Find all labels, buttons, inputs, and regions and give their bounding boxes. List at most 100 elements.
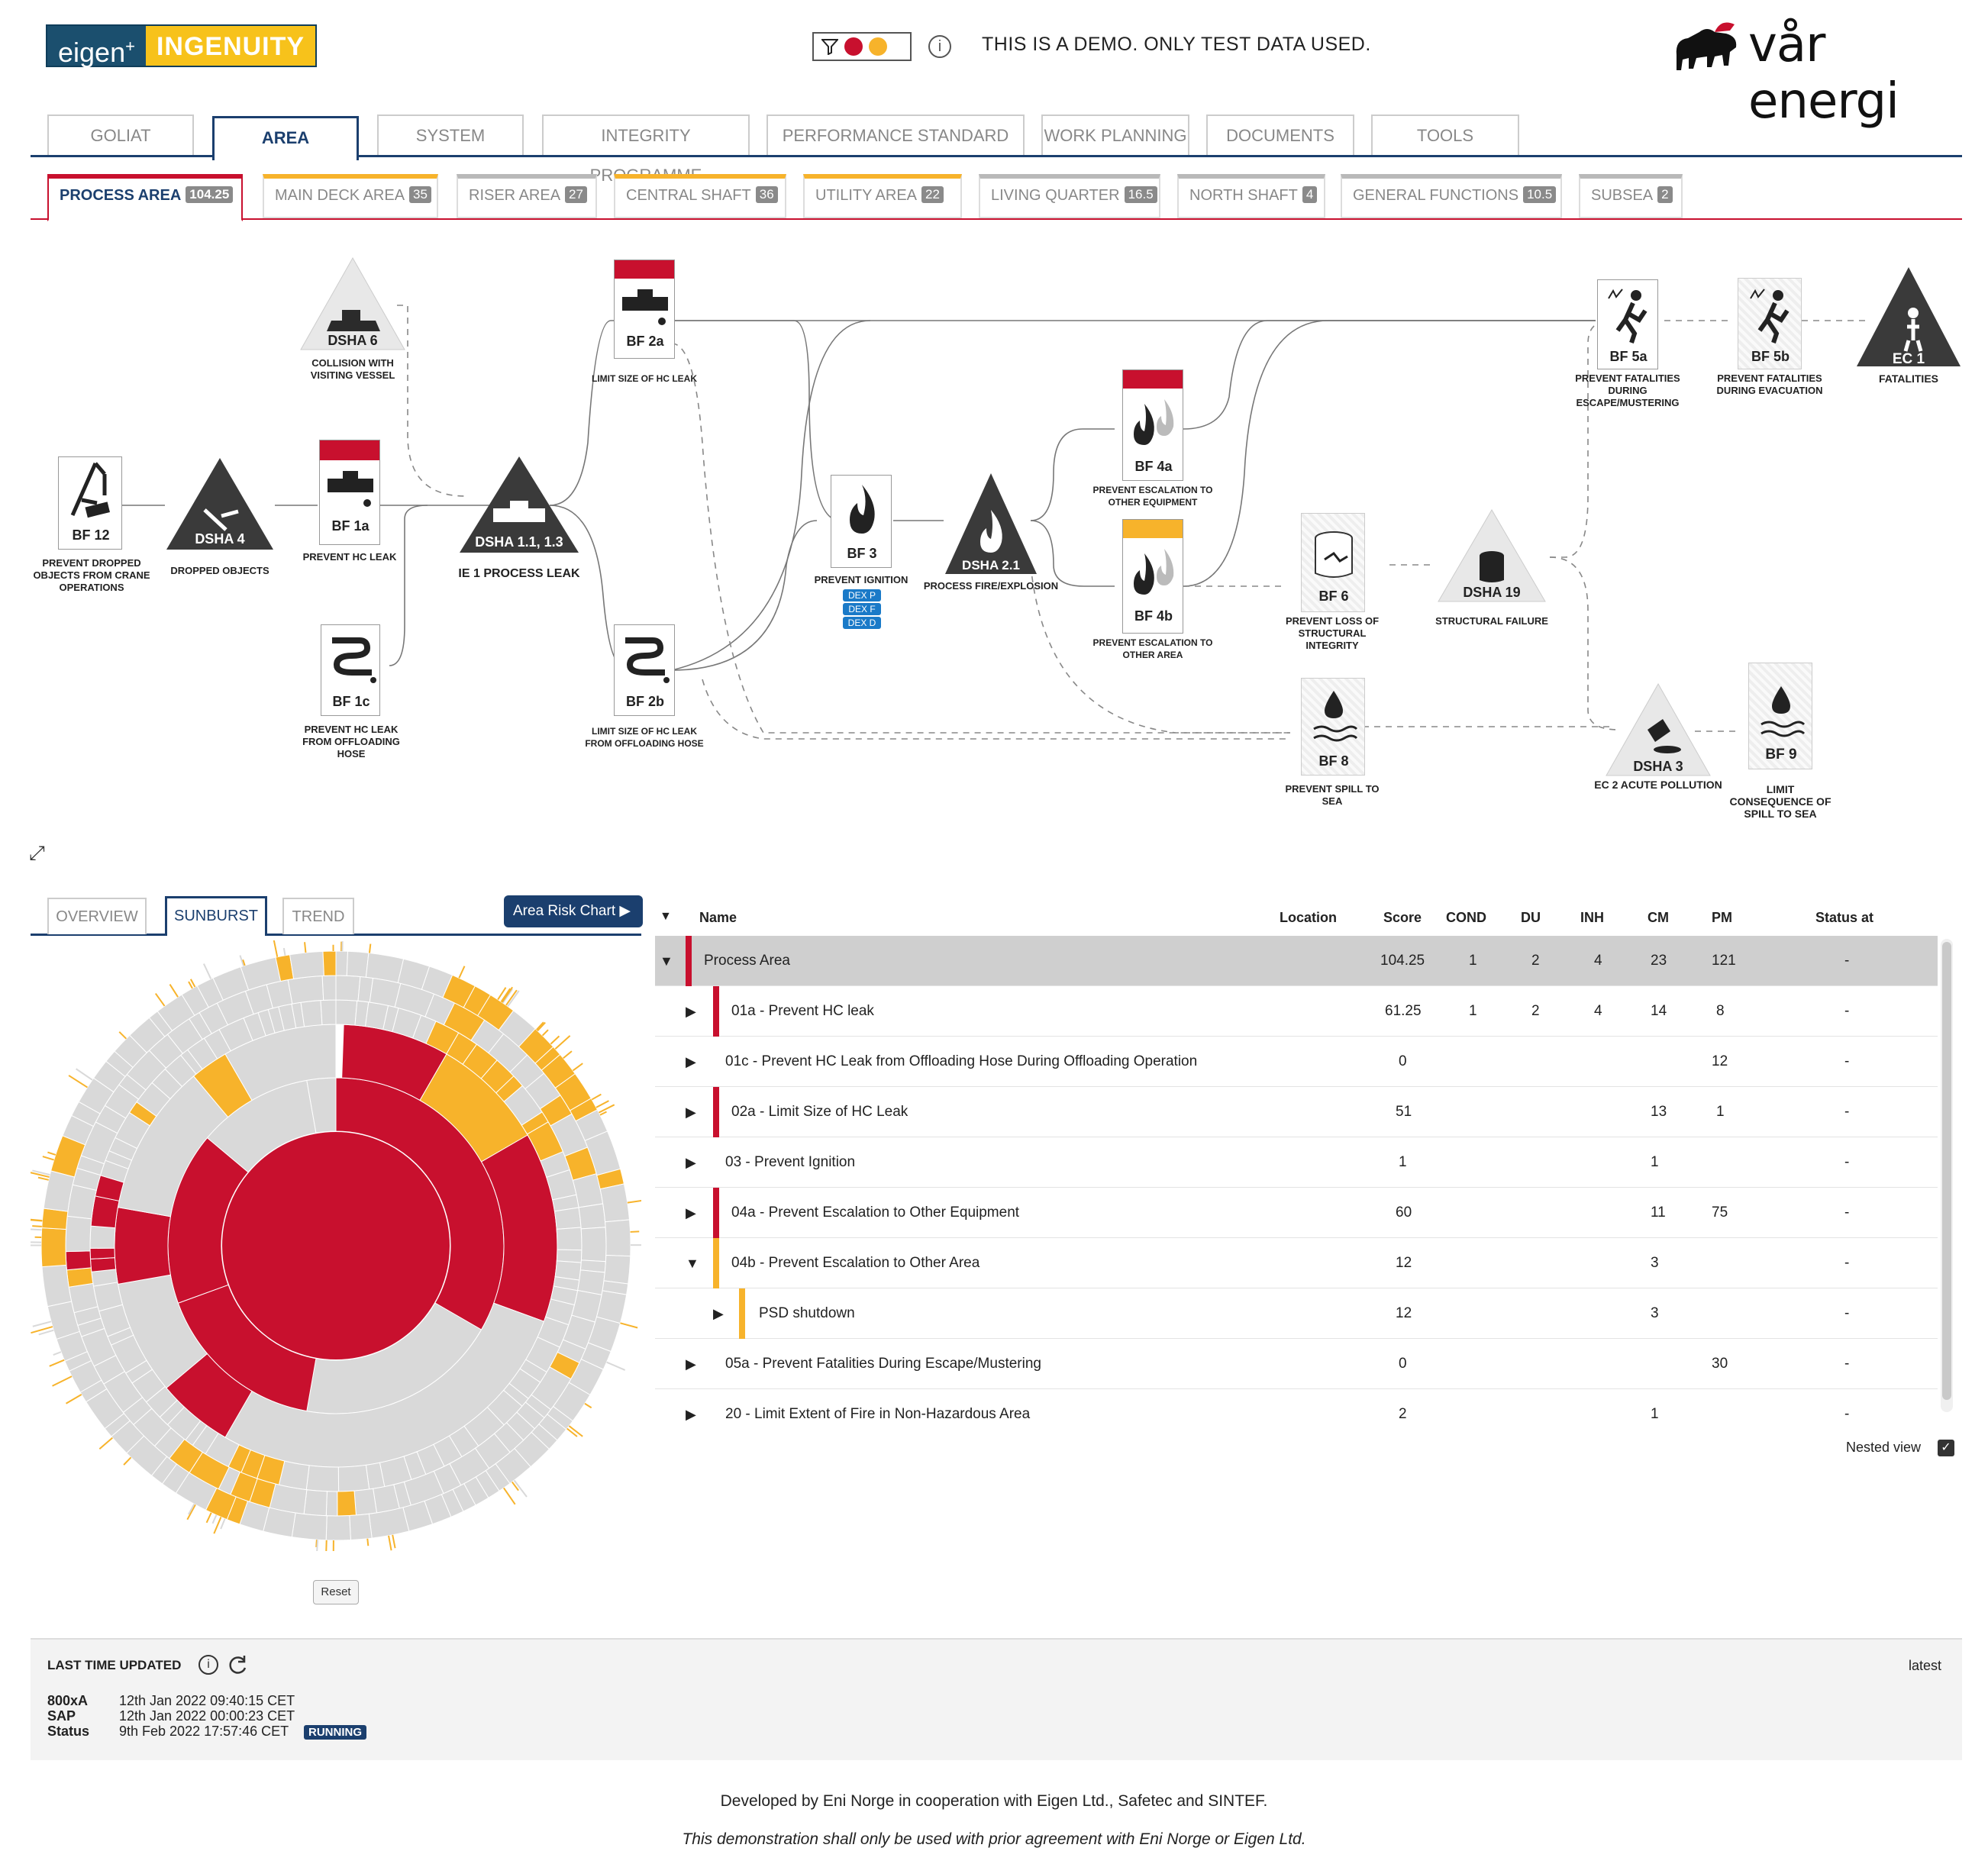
header-du[interactable]: DU xyxy=(1521,910,1541,925)
expand-arrow-icon[interactable]: ▶ xyxy=(713,1306,724,1321)
table-row[interactable]: ▼ Process Area 104.25 1 2 4 23 121 - xyxy=(655,936,1938,986)
expand-arrow-icon[interactable]: ▶ xyxy=(686,1407,696,1422)
sunburst-svg[interactable] xyxy=(20,936,644,1560)
bf9-box[interactable]: BF 9 xyxy=(1748,663,1812,769)
tab-goliat[interactable]: GOLIAT xyxy=(47,114,194,155)
header-cond[interactable]: COND xyxy=(1446,910,1486,925)
sunburst-chart[interactable] xyxy=(20,936,644,1560)
sunburst-segment[interactable] xyxy=(320,999,337,1026)
dex-p-tag[interactable]: DEX P xyxy=(843,589,881,601)
tab-trend[interactable]: TREND xyxy=(282,898,354,934)
bf5b-box[interactable]: BF 5b xyxy=(1738,278,1802,369)
sunburst-segment[interactable] xyxy=(337,1490,357,1517)
sunburst-segment[interactable] xyxy=(89,1225,116,1249)
nested-view-checkbox[interactable]: ✓ xyxy=(1938,1440,1954,1456)
sunburst-segment[interactable] xyxy=(89,1257,117,1272)
dsha11-triangle[interactable]: DSHA 1.1, 1.3 xyxy=(458,455,580,554)
sunburst-segment[interactable] xyxy=(325,1515,351,1541)
bf1a-box[interactable]: BF 1a xyxy=(319,440,380,545)
header-score[interactable]: Score xyxy=(1383,910,1422,925)
sunburst-segment[interactable] xyxy=(305,1465,340,1492)
expand-arrow-icon[interactable]: ▶ xyxy=(686,1004,696,1019)
tab-work-planning[interactable]: WORK PLANNING xyxy=(1041,114,1189,155)
header-status-at[interactable]: Status at xyxy=(1815,910,1874,925)
sunburst-segment[interactable] xyxy=(578,1203,606,1230)
refresh-icon[interactable] xyxy=(226,1653,249,1676)
tab-performance-standard[interactable]: PERFORMANCE STANDARD xyxy=(766,114,1025,155)
header-pm[interactable]: PM xyxy=(1712,910,1732,925)
tab-tools[interactable]: TOOLS xyxy=(1371,114,1519,155)
table-row[interactable]: ▶ 03 - Prevent Ignition 1 1 - xyxy=(655,1137,1938,1188)
expand-icon[interactable]: ⤢ xyxy=(29,841,45,864)
info-icon[interactable]: i xyxy=(928,35,951,58)
bf2a-box[interactable]: BF 2a xyxy=(614,260,675,359)
header-location[interactable]: Location xyxy=(1280,910,1337,925)
table-row[interactable]: ▶ 02a - Limit Size of HC Leak 51 13 1 - xyxy=(655,1087,1938,1137)
header-name[interactable]: Name xyxy=(699,910,737,925)
tab-utility-area[interactable]: UTILITY AREA 22 xyxy=(803,174,962,218)
dsha4-triangle[interactable]: DSHA 4 xyxy=(165,456,275,551)
tab-sunburst[interactable]: SUNBURST xyxy=(165,896,267,936)
tab-central-shaft[interactable]: CENTRAL SHAFT 36 xyxy=(614,174,786,218)
sunburst-segment[interactable] xyxy=(41,1208,69,1230)
bf5a-box[interactable]: BF 5a xyxy=(1597,279,1658,369)
expand-arrow-icon[interactable]: ▶ xyxy=(686,1356,696,1372)
sunburst-segment[interactable] xyxy=(303,1489,328,1517)
tab-documents[interactable]: DOCUMENTS xyxy=(1206,114,1354,155)
bf2b-box[interactable]: BF 2b xyxy=(614,624,675,716)
table-row[interactable]: ▶ 20 - Limit Extent of Fire in Non-Hazar… xyxy=(655,1389,1938,1440)
table-row[interactable]: ▶ 04a - Prevent Escalation to Other Equi… xyxy=(655,1188,1938,1238)
expand-arrow-icon[interactable]: ▶ xyxy=(686,1054,696,1069)
sunburst-segment[interactable] xyxy=(89,1247,115,1259)
sunburst-segment[interactable] xyxy=(605,1219,631,1257)
sunburst-segment[interactable] xyxy=(556,1227,583,1251)
expand-arrow-icon[interactable]: ▶ xyxy=(686,1205,696,1221)
sunburst-segment[interactable] xyxy=(65,1250,92,1271)
sunburst-segment[interactable] xyxy=(40,1227,67,1268)
dsha19-triangle[interactable]: DSHA 19 xyxy=(1437,508,1547,603)
sunburst-segment[interactable] xyxy=(580,1227,607,1263)
sunburst-segment[interactable] xyxy=(65,1215,92,1253)
tab-riser-area[interactable]: RISER AREA 27 xyxy=(457,174,597,218)
dsha3-triangle[interactable]: DSHA 3 xyxy=(1605,682,1712,777)
sunburst-segment[interactable] xyxy=(322,950,337,976)
sunburst-center[interactable] xyxy=(221,1130,451,1361)
bf1c-box[interactable]: BF 1c xyxy=(321,624,380,716)
tab-area[interactable]: AREA xyxy=(212,116,359,160)
expand-arrow-icon[interactable]: ▶ xyxy=(686,1105,696,1120)
tab-living-quarter[interactable]: LIVING QUARTER 16.5 xyxy=(979,174,1160,218)
table-row[interactable]: ▼ 04b - Prevent Escalation to Other Area… xyxy=(655,1238,1938,1288)
tab-system[interactable]: SYSTEM xyxy=(377,114,524,155)
sunburst-segment[interactable] xyxy=(90,1195,120,1229)
eigen-ingenuity-logo[interactable]: eigen+ INGENUITY xyxy=(46,24,318,68)
tab-subsea[interactable]: SUBSEA 2 xyxy=(1579,174,1683,218)
collapse-arrow-icon[interactable]: ▼ xyxy=(686,1256,699,1271)
tab-general-functions[interactable]: GENERAL FUNCTIONS 10.5 xyxy=(1341,174,1562,218)
sunburst-segment[interactable] xyxy=(335,975,361,1001)
sunburst-segment[interactable] xyxy=(603,1255,631,1285)
dex-f-tag[interactable]: DEX F xyxy=(843,603,881,615)
bf8-box[interactable]: BF 8 xyxy=(1301,678,1365,776)
sunburst-segment[interactable] xyxy=(66,1267,94,1288)
table-row[interactable]: ▶ 01c - Prevent HC Leak from Offloading … xyxy=(655,1037,1938,1087)
sunburst-segment[interactable] xyxy=(300,1000,323,1027)
sunburst-segment[interactable] xyxy=(289,950,324,979)
tab-north-shaft[interactable]: NORTH SHAFT 4 xyxy=(1177,174,1325,218)
sunburst-segment[interactable] xyxy=(325,1491,338,1517)
tab-integrity-programme[interactable]: INTEGRITY PROGRAMME xyxy=(542,114,750,185)
sunburst-segment[interactable] xyxy=(321,975,337,1001)
sunburst-segment[interactable] xyxy=(353,1488,378,1516)
sunburst-segment[interactable] xyxy=(335,950,349,976)
tab-main-deck-area[interactable]: MAIN DECK AREA 35 xyxy=(263,174,438,218)
table-row[interactable]: ▶ PSD shutdown 12 3 - xyxy=(655,1288,1938,1339)
sunburst-segment[interactable] xyxy=(349,1513,373,1541)
sunburst-segment[interactable] xyxy=(365,952,405,984)
sunburst-segment[interactable] xyxy=(114,1207,171,1285)
table-row[interactable]: ▶ 01a - Prevent HC leak 61.25 1 2 4 14 8… xyxy=(655,986,1938,1037)
sunburst-segment[interactable] xyxy=(599,1183,631,1223)
expand-arrow-icon[interactable]: ▶ xyxy=(686,1155,696,1170)
dsha6-triangle[interactable]: DSHA 6 xyxy=(299,256,406,351)
bf4b-box[interactable]: BF 4b xyxy=(1122,519,1183,634)
bf3-box[interactable]: BF 3 xyxy=(831,475,892,568)
sunburst-segment[interactable] xyxy=(287,975,324,1005)
